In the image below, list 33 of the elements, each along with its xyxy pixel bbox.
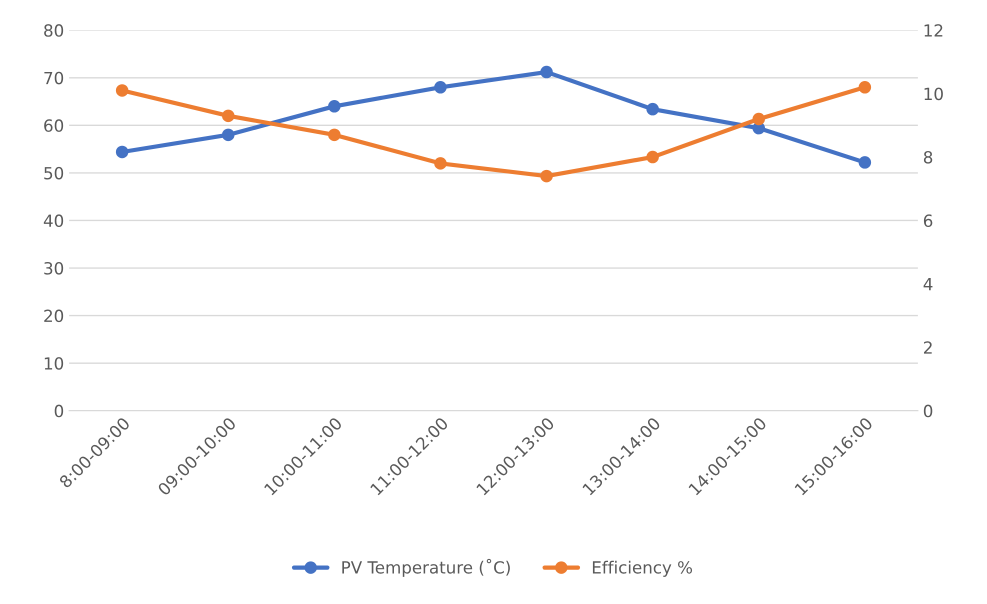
y-tick-label: 0 [54, 404, 64, 418]
y-tick-label: 60 [44, 119, 64, 132]
y-tick-label: 20 [44, 310, 64, 322]
point [328, 100, 341, 113]
y-tick-label: 70 [44, 72, 64, 84]
point [540, 170, 553, 182]
y-tick-label: 80 [44, 24, 64, 37]
y-tick-label: 30 [44, 262, 64, 275]
y2-tick-label: 6 [924, 214, 932, 228]
y-tick-label: 10 [44, 357, 64, 370]
point [540, 66, 553, 78]
legend-label: Efficiency % [592, 560, 692, 577]
point [434, 157, 447, 170]
point [858, 81, 872, 94]
y-tick-label: 40 [44, 214, 64, 228]
y2-tick-label: 12 [924, 24, 942, 37]
y2-tick-label: 0 [924, 404, 932, 418]
point [116, 146, 128, 158]
y2-tick-label: 2 [924, 341, 932, 354]
y2-tick-label: 4 [924, 278, 932, 290]
point [116, 84, 128, 97]
point [328, 128, 341, 142]
point [858, 156, 872, 169]
point [222, 128, 234, 142]
point [646, 102, 659, 116]
point [222, 110, 234, 122]
y2-tick-label: 10 [924, 88, 943, 100]
point [434, 81, 447, 94]
point [752, 112, 766, 126]
legend-label: PV Temperature (˚C) [342, 558, 510, 577]
point [646, 150, 659, 164]
y2-tick-label: 8 [924, 151, 932, 164]
y-tick-label: 50 [44, 166, 64, 180]
